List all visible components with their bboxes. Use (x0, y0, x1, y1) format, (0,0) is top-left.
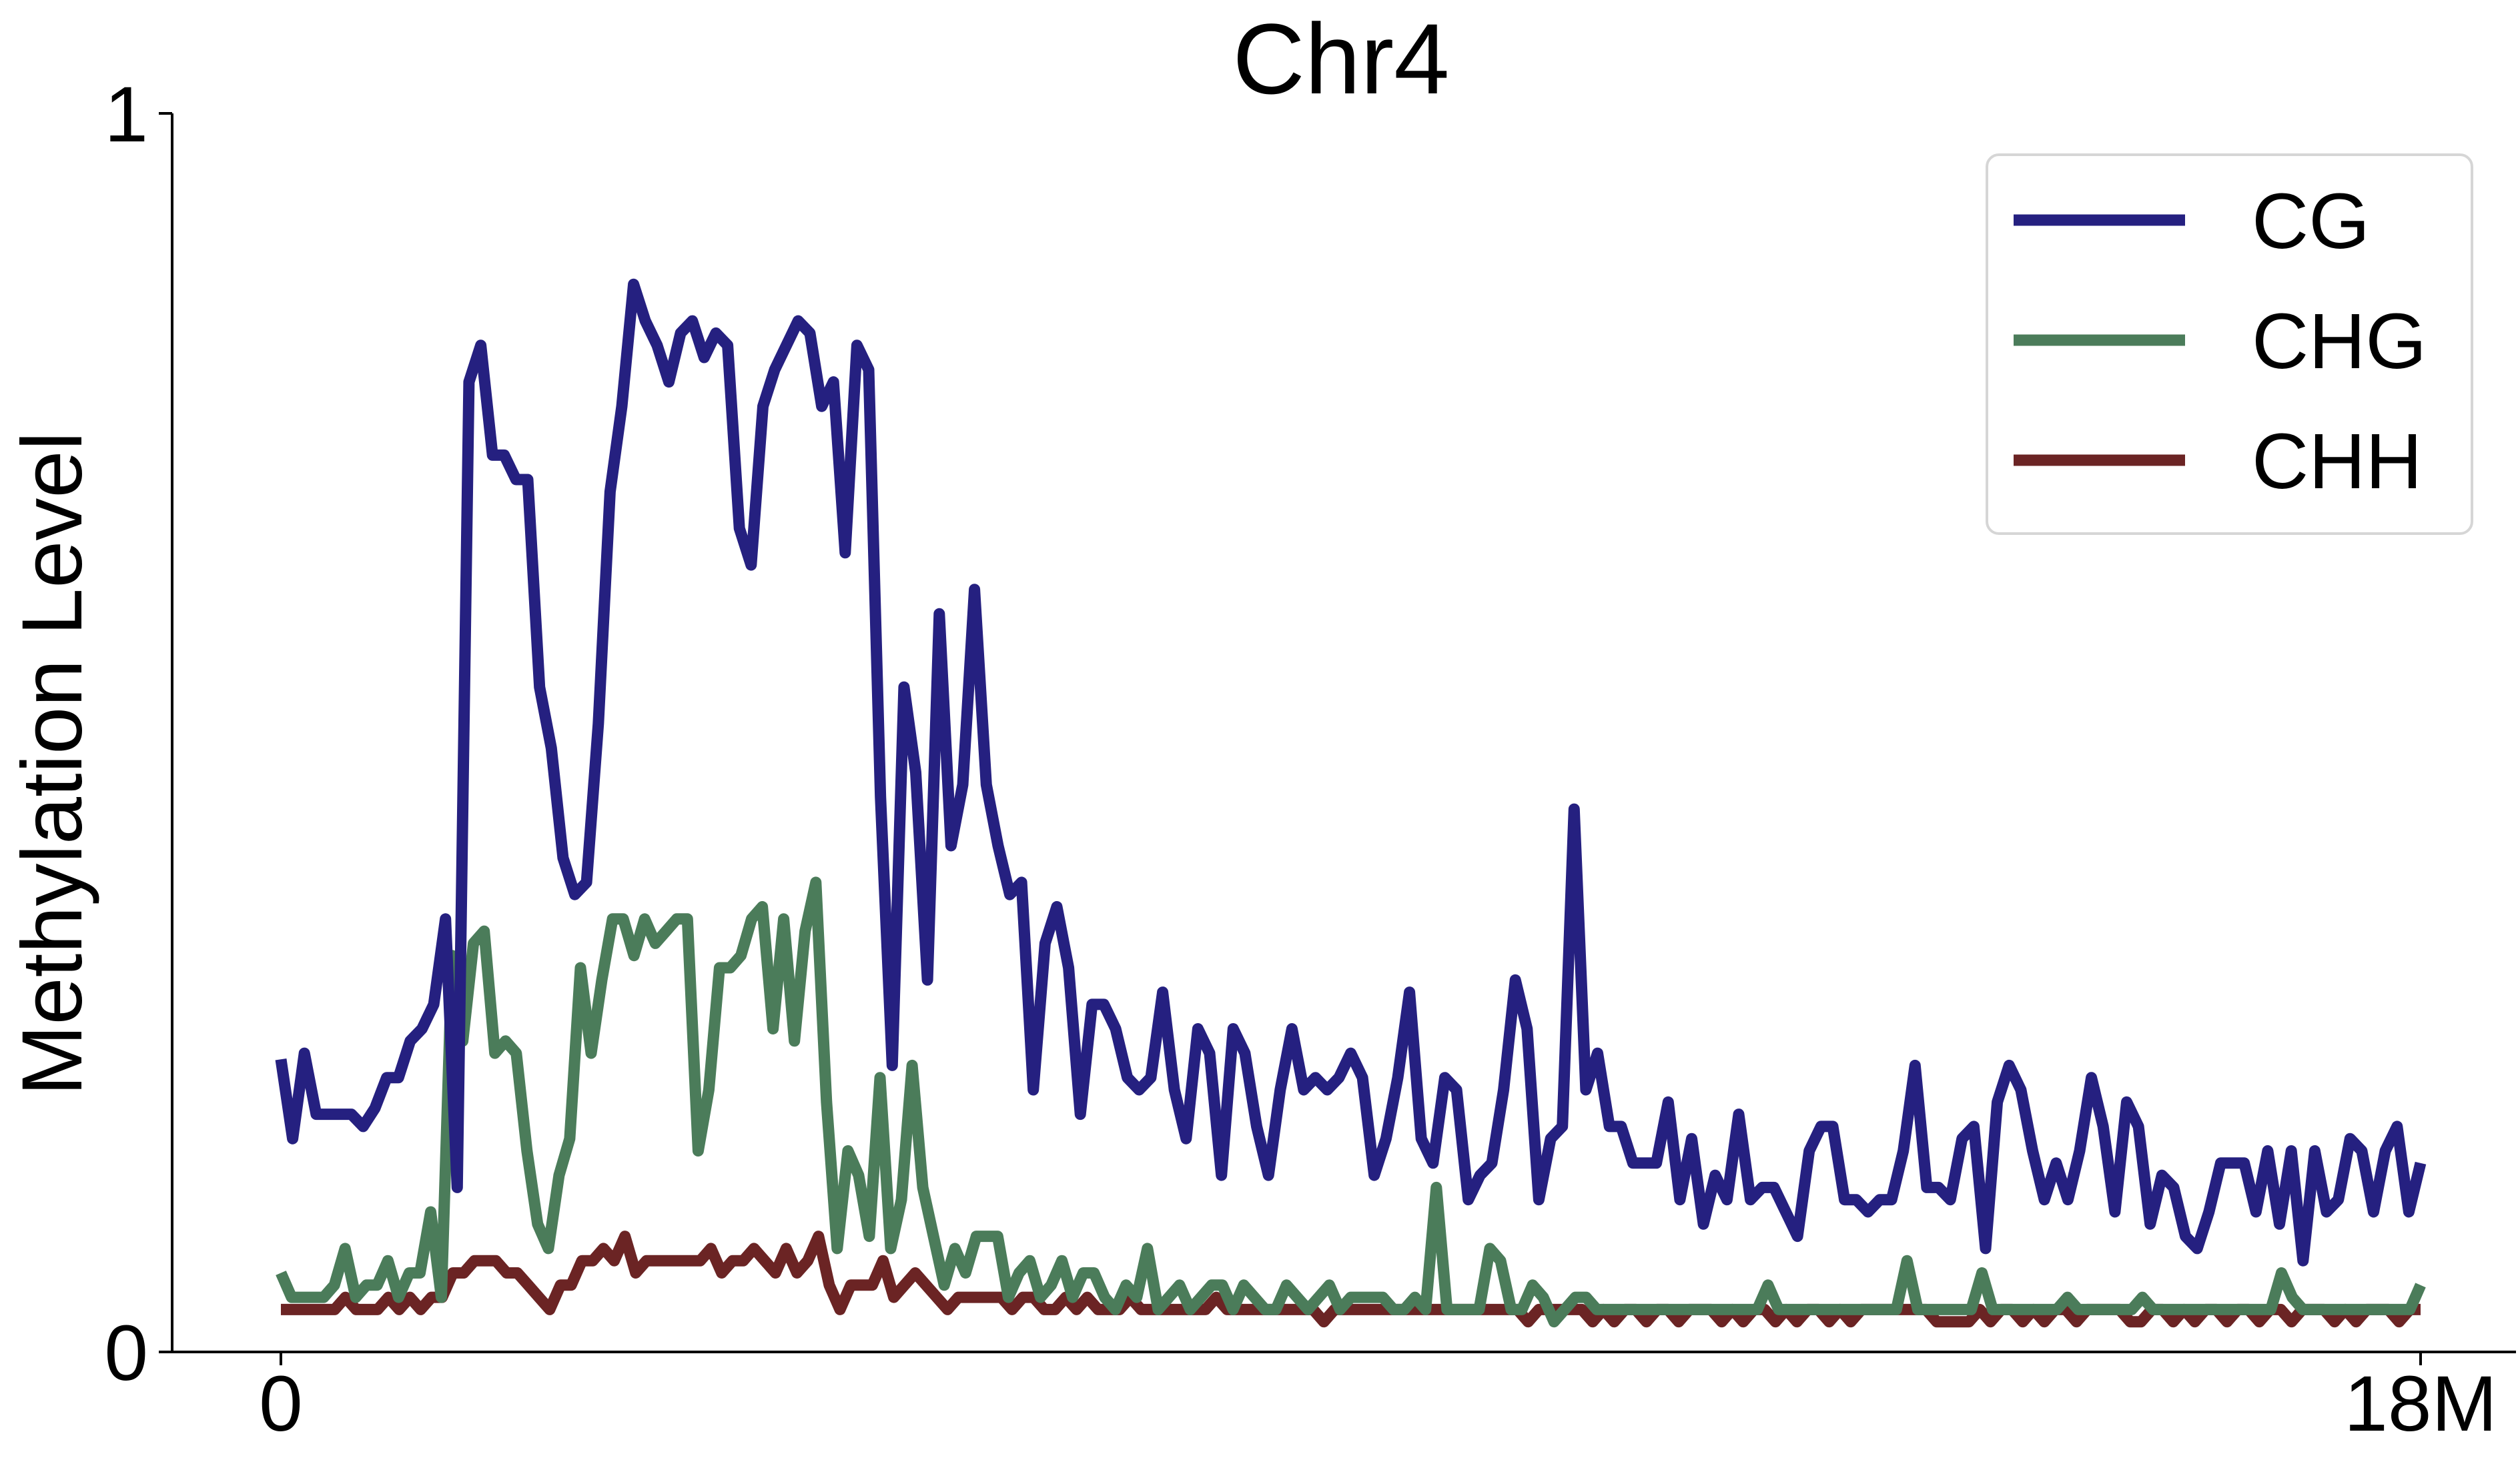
series-layer (275, 278, 2427, 1328)
legend-items: CG CHG CHH (2014, 177, 2427, 506)
y-tick-label: 1 (104, 71, 148, 159)
y-axis-label: Methylation Level (5, 432, 100, 1096)
legend-label-chg: CHG (2252, 297, 2427, 386)
chart-title: Chr4 (1232, 3, 1449, 115)
tick-layer: 0 18M 0 1 (104, 71, 2497, 1448)
legend: CG CHG CHH (1986, 153, 2473, 535)
x-tick-label: 18M (2344, 1360, 2497, 1448)
series-line-cg (275, 278, 2427, 1267)
series-line-chg (276, 876, 2426, 1328)
legend-frame (1986, 153, 2473, 535)
legend-label-chh: CHH (2252, 418, 2423, 506)
legend-label-cg: CG (2252, 177, 2370, 265)
x-tick-label: 0 (259, 1360, 303, 1448)
y-tick-label: 0 (104, 1309, 148, 1397)
